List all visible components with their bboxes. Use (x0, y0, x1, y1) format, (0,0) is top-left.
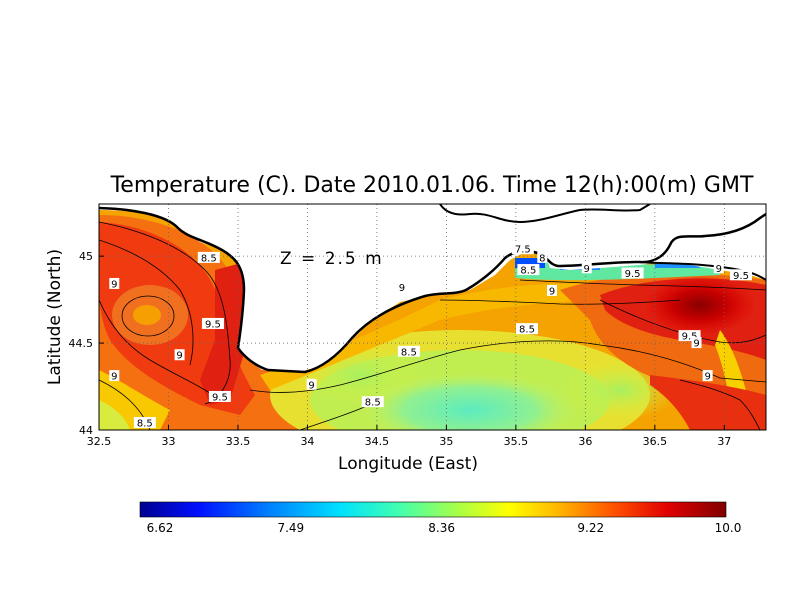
contour-label: 9.5 (205, 319, 221, 330)
contour-label: 9 (549, 286, 555, 297)
se-red-patch (650, 375, 766, 430)
contour-label-bg (621, 267, 644, 279)
contour-label-bg (208, 390, 231, 402)
y-tick-label: 44 (79, 424, 93, 437)
colorbar-tick-label: 10.0 (715, 521, 742, 535)
contour-label: 9.5 (625, 269, 641, 280)
land-mass (99, 204, 766, 372)
coastline-north (439, 204, 651, 224)
contour-label: 9 (704, 372, 710, 383)
contour-label: 9 (693, 339, 699, 350)
contour-label: 8.5 (137, 419, 153, 430)
contour-label: 8.5 (365, 398, 381, 409)
contour-label-bg (517, 264, 540, 276)
x-tick-label: 32.5 (87, 435, 112, 448)
x-tick-label: 36.5 (643, 435, 668, 448)
contour-label: 7.5 (515, 245, 531, 256)
contour-label: 8 (539, 253, 545, 264)
colorbar (139, 501, 727, 518)
contour-label-bg (713, 262, 724, 274)
x-tick-label: 34.5 (365, 435, 390, 448)
contour-label-bg (197, 251, 220, 263)
contour-label-bg (174, 349, 185, 361)
contour-label: 9 (176, 351, 182, 362)
contour-label-bg (537, 251, 548, 263)
contour-label: 8.5 (520, 266, 536, 277)
crimea-west-red (200, 262, 245, 405)
contour-label-bg (729, 269, 752, 281)
contour-label-bg (511, 243, 534, 255)
temperature-field (99, 204, 766, 430)
contour-label: 8.5 (519, 325, 535, 336)
contour-label: 9.5 (682, 332, 698, 343)
contour-label: 9 (716, 264, 722, 275)
x-tick-label: 34 (300, 435, 314, 448)
colorbar-tick-labels: 6.62 7.49 8.36 9.22 10.0 (147, 521, 742, 535)
map-title: Temperature (C). Date 2010.01.06. Time 1… (110, 173, 754, 198)
x-tick-label: 35 (439, 435, 453, 448)
contour-label-bg (109, 370, 120, 382)
y-tick-label: 45 (79, 250, 93, 263)
contour-label: 9 (399, 283, 405, 294)
contour-label: 8.5 (401, 347, 417, 358)
colorbar-tick-label: 6.62 (147, 521, 174, 535)
contour-label: 9 (111, 372, 117, 383)
contour-label: 9.5 (212, 392, 228, 403)
coastline (99, 206, 766, 374)
plot-frame (98, 203, 767, 431)
contour-label-bg (396, 281, 407, 293)
colorbar-tick-label: 7.49 (277, 521, 304, 535)
colorbar-tick-label: 8.36 (428, 521, 455, 535)
contour-label-bg (581, 262, 592, 274)
land-mass-northeast (660, 204, 766, 240)
x-tick-label: 37 (717, 435, 731, 448)
grid-vertical (168, 204, 725, 430)
y-axis-label: Latitude (North) (45, 249, 65, 385)
depth-label: Z = 2.5 m (280, 249, 384, 269)
contour-label: 9 (111, 279, 117, 290)
contour-label-bg (397, 345, 420, 357)
contour-label-bg (133, 417, 156, 429)
x-tick-label: 36 (578, 435, 592, 448)
coastline-east (639, 261, 766, 281)
x-axis-ticks: 32.5 33 33.5 34 34.5 35 35.5 36 36.5 37 (87, 425, 731, 448)
contour-label-bg (515, 323, 538, 335)
contour-label: 8.5 (201, 253, 217, 264)
contour-label-bg (201, 317, 224, 329)
contour-label-bg (691, 337, 702, 349)
x-tick-label: 33 (161, 435, 175, 448)
y-tick-label: 44.5 (69, 337, 94, 350)
sw-green-patch (99, 400, 130, 430)
x-axis-label: Longitude (East) (338, 454, 478, 474)
contour-label: 9 (308, 380, 314, 391)
contour-label: 9 (584, 264, 590, 275)
x-tick-label: 33.5 (226, 435, 251, 448)
y-axis-ticks: 44 44.5 45 (69, 250, 104, 437)
contour-label-bg (678, 330, 701, 342)
contour-label-bg (547, 284, 558, 296)
east-deep-red-core (645, 275, 755, 335)
contour-label-bg (361, 396, 384, 408)
contour-label-bg (306, 378, 317, 390)
west-eddy-center (133, 305, 161, 325)
colorbar-tick-label: 9.22 (577, 521, 604, 535)
contour-label: 9.5 (733, 271, 749, 282)
x-tick-label: 35.5 (504, 435, 529, 448)
contour-label-bg (109, 277, 120, 289)
contour-label-bg (702, 370, 713, 382)
